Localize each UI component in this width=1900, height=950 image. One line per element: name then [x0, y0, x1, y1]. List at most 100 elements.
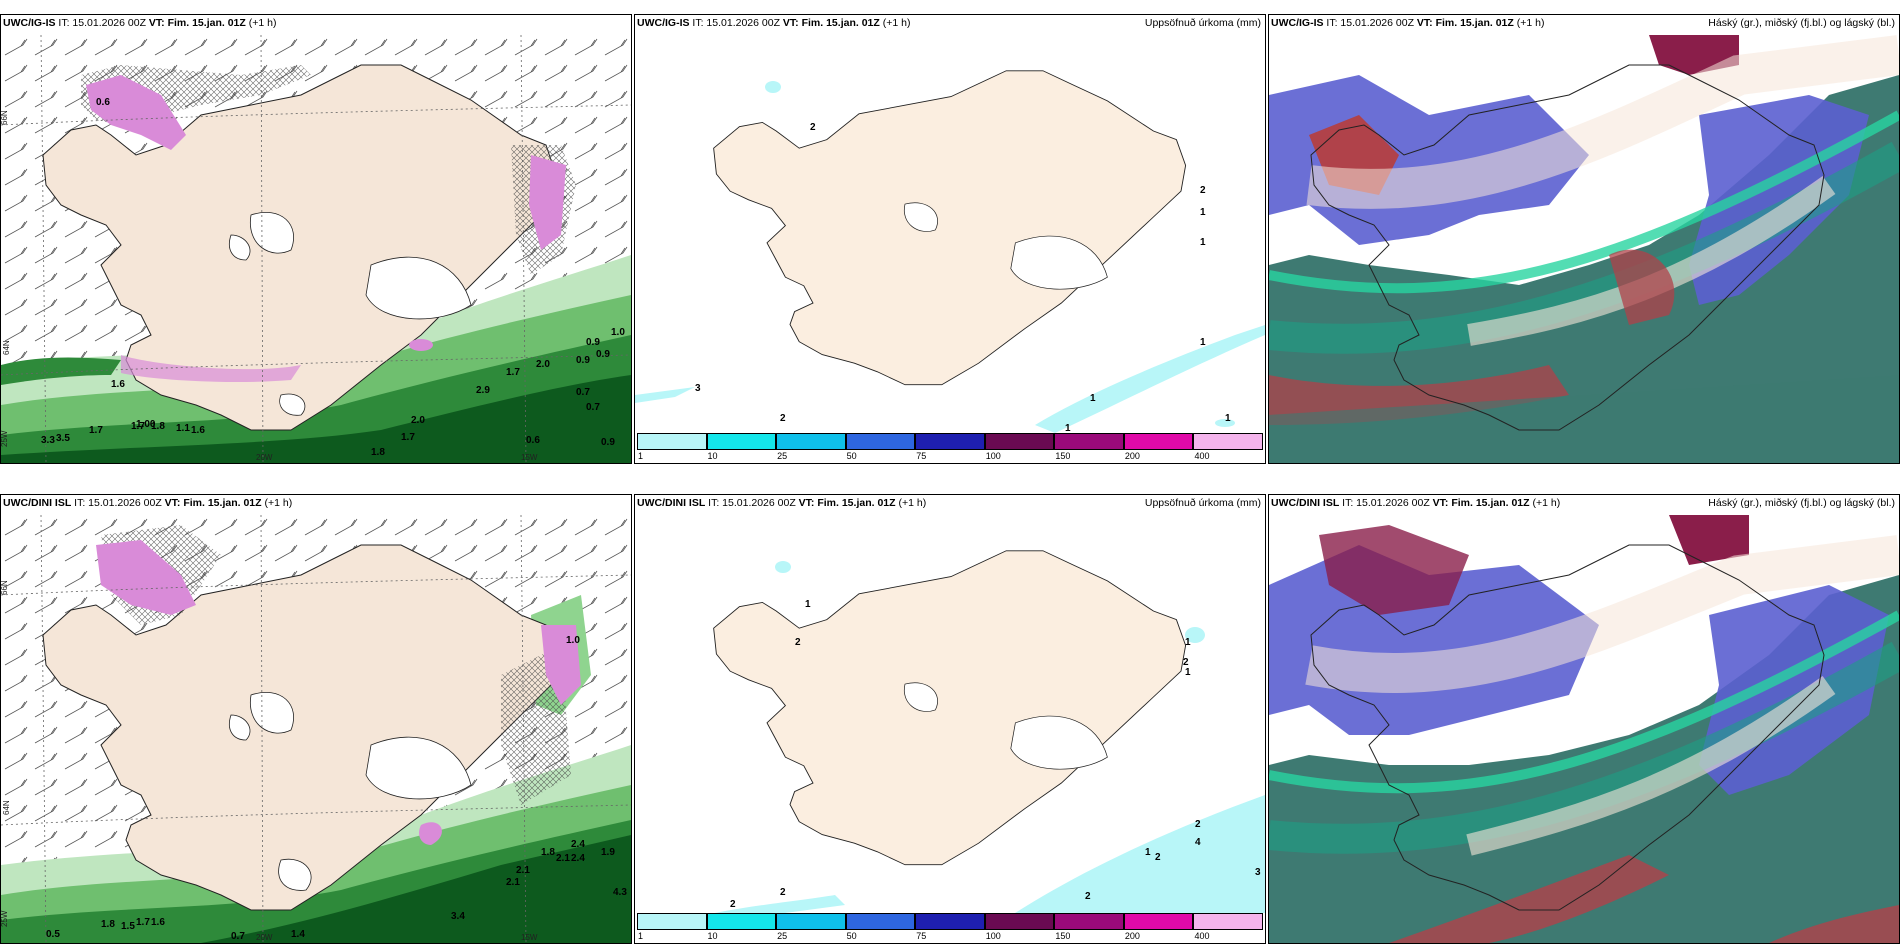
map-value-label: 1: [1065, 423, 1071, 433]
panel-header: UWC/IG-IS IT: 15.01.2026 00Z VT: Fim. 15…: [3, 17, 277, 29]
colorbar-tick: 400: [1194, 931, 1210, 941]
map-value-label: 0.6: [96, 97, 110, 108]
map-value-label: 2.4: [571, 853, 585, 864]
map-value-label: 2: [780, 887, 786, 898]
map-value-label: 3.5: [56, 433, 70, 444]
panel-header: UWC/IG-IS IT: 15.01.2026 00Z VT: Fim. 15…: [637, 17, 911, 29]
map-value-label: 2: [730, 899, 736, 910]
map-value-label: 0.6: [526, 435, 540, 446]
colorbar-tick: 10: [707, 451, 718, 461]
colorbar-swatch: [637, 433, 707, 450]
map-value-label: 0.5: [46, 929, 60, 940]
panel-title: Háský (gr.), miðský (fj.bl.) og lágský (…: [1708, 497, 1895, 509]
map-value-label: 1.7: [131, 421, 145, 432]
precip-value-labels: 22111132131: [695, 122, 1231, 433]
map-value-label: 2.9: [476, 385, 490, 396]
map-value-label: 2.0: [536, 359, 550, 370]
panel-title: Uppsöfnuð úrkoma (mm): [1144, 17, 1261, 29]
map-value-label: 0.7: [576, 387, 590, 398]
map-value-label: 1.6: [111, 379, 125, 390]
colorbar-swatch: [637, 913, 707, 930]
map-value-label: 1: [1145, 847, 1151, 858]
cloud-panel-ig: UWC/IG-IS IT: 15.01.2026 00Z VT: Fim. 15…: [1268, 14, 1900, 464]
map-value-label: 2: [1183, 657, 1189, 668]
lat-label-66n: 66N: [1, 580, 9, 595]
map-value-label: 0.9: [586, 337, 600, 348]
colorbar-swatch: [1193, 913, 1263, 930]
colorbar-swatch: [706, 433, 777, 450]
precip-colorbar: 1 10 25 50 75 100 150 200 400: [637, 913, 1263, 941]
colorbar-tick: 75: [916, 451, 927, 461]
map-value-label: 1.6: [191, 425, 205, 436]
map-value-label: 1.7: [506, 367, 520, 378]
colorbar-swatch: [915, 433, 985, 450]
map-value-label: 2: [1195, 819, 1201, 830]
map-value-label: 1.8: [541, 847, 555, 858]
wind-value-labels: 0.60.90.90.91.61.72.02.9 0.70.71.7 1.81.00…: [41, 97, 625, 458]
map-value-label: 1.9: [601, 847, 615, 858]
map-value-label: 1.8: [101, 919, 115, 930]
map-value-label: 2.1: [506, 877, 520, 888]
colorbar-swatch: [776, 433, 846, 450]
colorbar-swatch: [845, 913, 916, 930]
colorbar-swatch: [1054, 433, 1124, 450]
panel-header: UWC/DINI ISL IT: 15.01.2026 00Z VT: Fim.…: [637, 497, 927, 509]
colorbar-tick: 150: [1055, 931, 1071, 941]
map-value-label: 1: [1090, 393, 1096, 404]
map-value-label: 2.1: [516, 865, 530, 876]
wind-panel-ig: UWC/IG-IS IT: 15.01.2026 00Z VT: Fim. 15…: [0, 14, 632, 464]
colorbar-tick: 1: [638, 451, 644, 461]
colorbar-tick: 200: [1124, 931, 1140, 941]
map-value-label: 1.1: [176, 423, 190, 434]
colorbar-tick: 100: [985, 451, 1001, 461]
map-value-label: 3.3: [41, 435, 55, 446]
map-value-label: 2: [795, 637, 801, 648]
map-value-label: 2: [1200, 185, 1206, 196]
cloud-panel-dini: UWC/DINI ISL IT: 15.01.2026 00Z VT: Fim.…: [1268, 494, 1900, 944]
precip-colorbar: 1 10 25 50 75 100 150 200 400: [637, 433, 1263, 461]
lon-label-20w: 20W: [256, 453, 273, 462]
wind-value-labels: 1.01.82.1 2.41.92.42.12.14.30.51.8 1.5 1.7 1…: [46, 635, 627, 942]
map-value-label: 0.9: [576, 355, 590, 366]
map-value-label: 1.8: [371, 447, 385, 458]
colorbar-swatch: [706, 913, 777, 930]
map-value-label: 3.4: [451, 911, 465, 922]
precip-map: 22111132131: [635, 70, 1265, 433]
map-value-label: 1.4: [291, 929, 305, 940]
lon-label-15w: 15W: [521, 453, 538, 462]
map-value-label: 1.7: [136, 917, 150, 928]
map-value-label: 1.0: [566, 635, 580, 646]
map-value-label: 1.7: [401, 432, 415, 443]
colorbar-swatch: [1123, 433, 1194, 450]
colorbar-tick: 200: [1124, 451, 1140, 461]
map-value-label: 2: [1155, 852, 1161, 863]
map-value-label: 2: [1085, 891, 1091, 902]
map-value-label: 1: [1200, 207, 1206, 218]
map-value-label: 2: [780, 413, 786, 424]
wind-map: 66N 64N 25W 20W 15W 0.60.90.90.91.61.72.…: [1, 35, 631, 463]
wind-map: 66N 64N 25W 20W 15W 1.01.82.1 2.41.92.42.…: [1, 515, 631, 943]
panel-title: Uppsöfnuð úrkoma (mm): [1144, 497, 1261, 509]
lon-label-25w: 25W: [1, 430, 9, 447]
cloud-map: [1269, 515, 1899, 943]
colorbar-tick: 400: [1194, 451, 1210, 461]
map-value-label: 1.6: [151, 917, 165, 928]
colorbar-swatch: [1123, 913, 1194, 930]
colorbar-tick: 100: [985, 931, 1001, 941]
map-value-label: 1: [1200, 237, 1206, 248]
colorbar-swatch: [845, 433, 916, 450]
map-value-label: 1.8: [151, 421, 165, 432]
colorbar-swatch: [1054, 913, 1124, 930]
colorbar-swatch: [776, 913, 846, 930]
map-value-label: 1.0: [611, 327, 625, 338]
precip-panel-dini: UWC/DINI ISL IT: 15.01.2026 00Z VT: Fim.…: [634, 494, 1266, 944]
panel-header: UWC/IG-IS IT: 15.01.2026 00Z VT: Fim. 15…: [1271, 17, 1545, 29]
map-value-label: 1.00: [136, 419, 156, 430]
map-value-label: 0.9: [601, 437, 615, 448]
map-value-label: 2: [810, 122, 816, 133]
colorbar-tick: 50: [846, 931, 857, 941]
map-value-label: 1: [1185, 637, 1191, 648]
lon-label-20w: 20W: [256, 933, 273, 942]
precip-panel-ig: UWC/IG-IS IT: 15.01.2026 00Z VT: Fim. 15…: [634, 14, 1266, 464]
colorbar-tick: 1: [638, 931, 644, 941]
